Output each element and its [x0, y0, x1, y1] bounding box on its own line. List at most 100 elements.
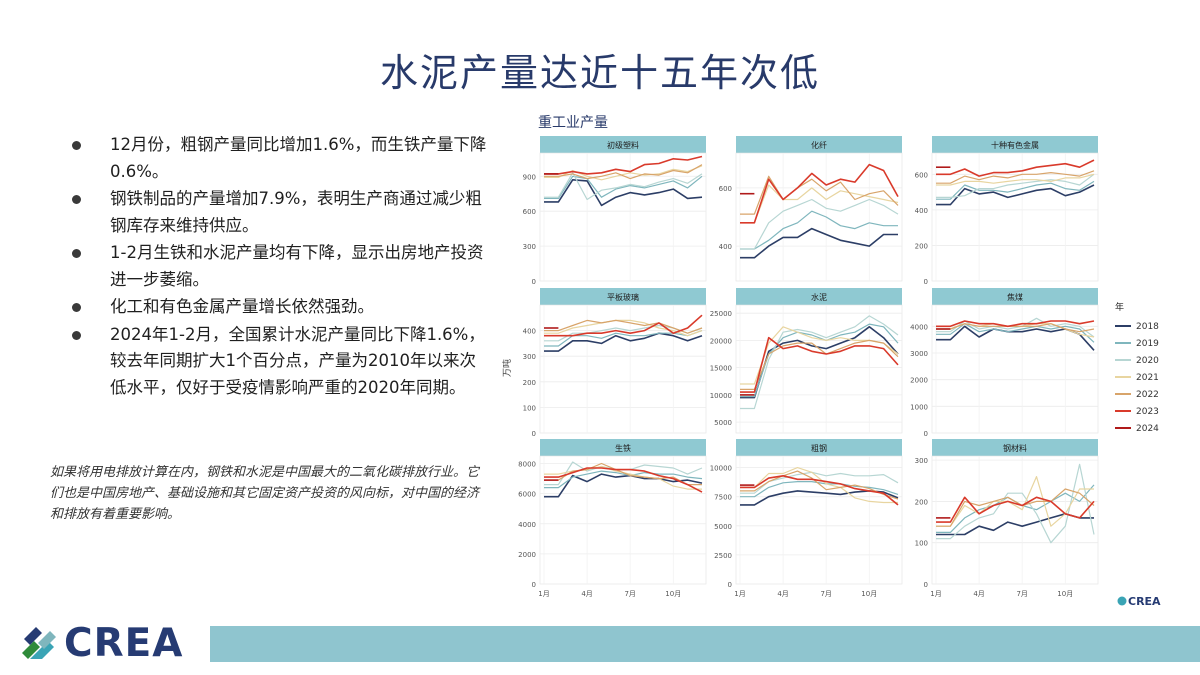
series-line-2020 — [936, 463, 1095, 544]
y-tick-label: 7500 — [714, 494, 732, 502]
series-line-2022 — [740, 339, 899, 390]
legend-label: 2019 — [1136, 339, 1159, 349]
y-tick-label: 200 — [915, 498, 928, 506]
panel-header — [540, 288, 706, 305]
series-line-2023 — [740, 163, 899, 224]
chart-title: 重工业产量 — [538, 115, 608, 131]
bullet-list: 12月份，粗钢产量同比增加1.6%，而生铁产量下降0.6%。 钢铁制品的产量增加… — [72, 132, 492, 402]
y-tick-label: 600 — [719, 185, 732, 193]
series-line-2020 — [936, 317, 1095, 338]
bullet-text: 2024年1-2月，全国累计水泥产量同比下降1.6%，较去年同期扩大1个百分点，… — [110, 324, 485, 397]
bullet-text: 钢铁制品的产量增加7.9%，表明生产商通过减少粗钢库存来维持供应。 — [110, 189, 482, 235]
panel-title: 钢材料 — [1003, 443, 1027, 453]
series-line-2018 — [740, 227, 898, 259]
series-line-2019 — [740, 481, 899, 498]
legend-label: 2022 — [1136, 390, 1159, 400]
crea-logo-text: CREA — [64, 620, 184, 666]
series-line-2023 — [740, 336, 899, 393]
y-tick-label: 600 — [915, 171, 928, 179]
bullet-text: 1-2月生铁和水泥产量均有下降，显示出房地产投资进一步萎缩。 — [110, 243, 484, 289]
legend-title: 年 — [1115, 301, 1124, 313]
y-tick-label: 8000 — [518, 461, 536, 469]
y-tick-label: 3000 — [910, 350, 928, 358]
y-tick-label: 0 — [924, 430, 928, 438]
footer-bar — [210, 626, 1200, 662]
x-tick-label: 10月 — [861, 590, 877, 598]
y-tick-label: 100 — [523, 404, 536, 412]
y-tick-label: 5000 — [714, 523, 732, 531]
legend-label: 2020 — [1136, 356, 1159, 366]
series-line-2023 — [936, 159, 1095, 177]
series-line-2023 — [740, 474, 899, 506]
x-tick-label: 1月 — [930, 590, 941, 598]
panel-plot-area — [539, 304, 707, 434]
legend-label: 2024 — [1136, 424, 1159, 434]
y-tick-label: 600 — [523, 208, 536, 216]
series-line-2022 — [740, 175, 899, 215]
y-tick-label: 400 — [915, 207, 928, 215]
panel-plot-area — [735, 152, 903, 282]
crea-logo: CREA — [18, 620, 183, 666]
y-tick-label: 300 — [915, 457, 928, 465]
series-line-2023 — [544, 314, 703, 337]
bullet-dot-icon — [72, 330, 81, 340]
y-tick-label: 4000 — [910, 323, 928, 331]
panel-title: 化纤 — [811, 140, 827, 150]
x-tick-label: 4月 — [581, 590, 592, 598]
y-tick-label: 100 — [915, 540, 928, 548]
x-tick-label: 10月 — [1057, 590, 1073, 598]
panel-title: 十种有色金属 — [991, 140, 1039, 150]
panel-header — [736, 288, 902, 305]
y-tick-label: 300 — [523, 353, 536, 361]
chart-logo-text: CREA — [1128, 595, 1161, 608]
y-tick-label: 0 — [532, 430, 536, 438]
chart-figure: 重工业产量万吨 初级塑料 0 300 600 900 化纤 400 600 十种有色金属 0 200 4… — [498, 106, 1198, 610]
y-axis-label: 万吨 — [501, 359, 513, 377]
bullet-item: 12月份，粗钢产量同比增加1.6%，而生铁产量下降0.6%。 — [72, 132, 492, 185]
page-title: 水泥产量达近十五年次低 — [379, 51, 820, 95]
y-tick-label: 0 — [924, 278, 928, 286]
bullet-dot-icon — [72, 249, 81, 258]
y-tick-label: 2000 — [518, 551, 536, 559]
series-line-2019 — [544, 470, 703, 489]
panel-title: 粗钢 — [811, 443, 827, 453]
y-tick-label: 15000 — [710, 365, 732, 373]
y-tick-label: 4000 — [518, 521, 536, 529]
y-tick-label: 200 — [523, 379, 536, 387]
series-line-2019 — [740, 210, 898, 250]
series-line-2021 — [936, 173, 1095, 186]
legend-label: 2023 — [1136, 407, 1159, 417]
series-line-2019 — [936, 180, 1095, 200]
y-tick-label: 900 — [523, 173, 536, 181]
y-tick-label: 0 — [532, 581, 536, 589]
y-tick-label: 20000 — [710, 337, 732, 345]
series-line-2021 — [740, 467, 898, 504]
panel-title: 初级塑料 — [607, 140, 639, 150]
series-line-2019 — [544, 330, 703, 347]
y-tick-label: 2000 — [910, 377, 928, 385]
y-tick-label: 6000 — [518, 491, 536, 499]
y-tick-label: 200 — [915, 242, 928, 250]
y-tick-label: 0 — [532, 278, 536, 286]
bullet-item: 化工和有色金属产量增长依然强劲。 — [72, 294, 492, 321]
series-line-2021 — [936, 476, 1094, 527]
y-tick-label: 25000 — [710, 310, 732, 318]
series-line-2022 — [936, 488, 1095, 527]
series-line-2021 — [544, 319, 703, 337]
y-tick-label: 10000 — [710, 392, 732, 400]
series-line-2022 — [936, 323, 1095, 333]
panel-title: 焦煤 — [1007, 292, 1023, 302]
y-tick-label: 10000 — [710, 465, 732, 473]
panel-header — [932, 136, 1098, 153]
bullet-item: 1-2月生铁和水泥产量均有下降，显示出房地产投资进一步萎缩。 — [72, 240, 492, 293]
panel-title: 生铁 — [615, 443, 631, 453]
series-line-2023 — [544, 467, 703, 493]
series-line-2020 — [740, 315, 899, 410]
panel-header — [736, 439, 902, 456]
crea-logo-mark-icon — [20, 625, 56, 661]
bullet-dot-icon — [72, 141, 81, 150]
x-tick-label: 4月 — [973, 590, 984, 598]
legend-label: 2018 — [1136, 322, 1159, 332]
series-line-2018 — [544, 179, 703, 207]
